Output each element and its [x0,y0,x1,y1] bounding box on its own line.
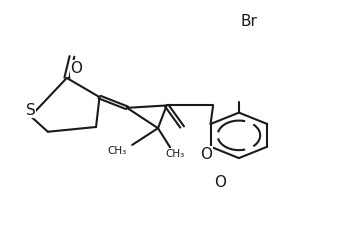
Text: O: O [214,174,226,189]
Text: CH₃: CH₃ [107,146,126,156]
Text: O: O [70,61,83,76]
Text: Br: Br [241,14,258,29]
Text: S: S [26,103,35,118]
Text: O: O [200,147,212,162]
Text: CH₃: CH₃ [166,150,185,159]
